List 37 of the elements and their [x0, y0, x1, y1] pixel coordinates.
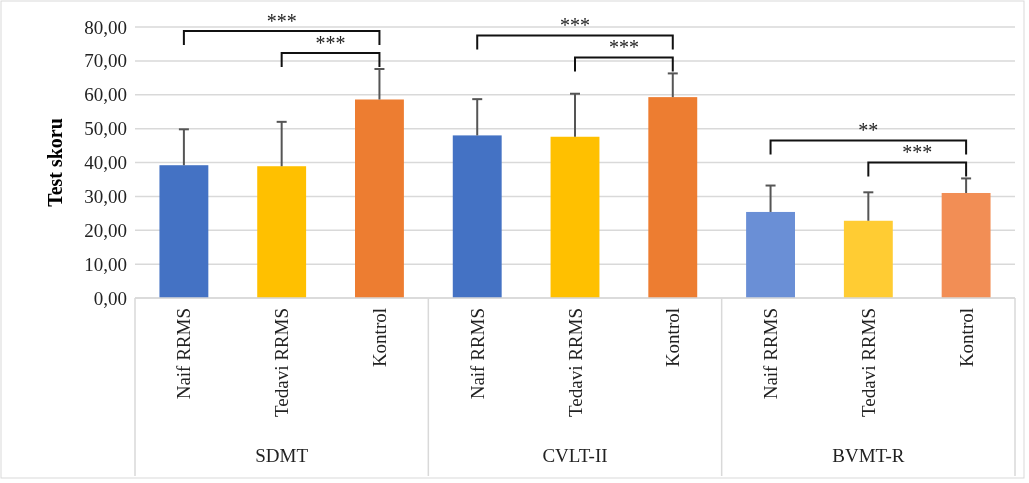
y-tick-label: 30,00	[84, 185, 127, 207]
x-tick-label: Tedavi RRMS	[857, 308, 879, 417]
x-tick-label: Kontrol	[368, 308, 390, 368]
x-tick-label: Naif RRMS	[173, 308, 195, 400]
y-axis-title: Test skoru	[44, 118, 66, 207]
text: SDMT	[255, 445, 309, 466]
annotation: ***	[266, 10, 297, 32]
y-tick-label: 20,00	[84, 219, 127, 241]
text: CVLT-II	[542, 445, 608, 466]
x-tick-label: Kontrol	[662, 308, 684, 368]
bar	[843, 220, 893, 298]
annotation: ***	[560, 14, 590, 37]
text: BVMT-R	[832, 445, 905, 466]
y-tick-label: 10,00	[84, 253, 127, 275]
annotation: ***	[315, 32, 346, 55]
bar	[452, 135, 502, 298]
annotation: ***	[902, 141, 933, 164]
y-tick-label: 80,00	[84, 16, 127, 38]
bar	[648, 97, 698, 298]
bar	[746, 211, 795, 298]
bar	[355, 99, 404, 298]
bar	[941, 192, 991, 298]
annotation: **	[858, 119, 879, 142]
bar	[159, 165, 209, 298]
y-tick-label: 70,00	[84, 50, 127, 72]
bar	[550, 136, 600, 298]
bar	[257, 166, 307, 298]
y-tick-label: 60,00	[84, 84, 127, 106]
x-tick-label: Naif RRMS	[466, 308, 488, 400]
y-tick-label: 0,00	[93, 287, 127, 309]
annotation: ***	[608, 36, 639, 59]
x-tick-label: Kontrol	[955, 308, 977, 368]
x-tick-label: Naif RRMS	[760, 308, 782, 400]
x-tick-label: Tedavi RRMS	[271, 308, 293, 417]
x-tick-label: Tedavi RRMS	[564, 308, 586, 417]
y-tick-label: 40,00	[84, 152, 127, 174]
y-tick-label: 50,00	[84, 118, 127, 140]
